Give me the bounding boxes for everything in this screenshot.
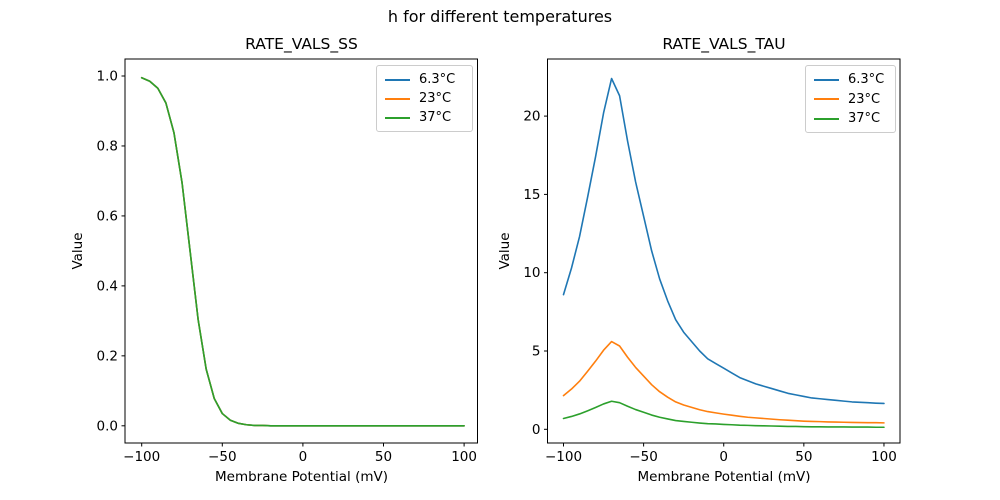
x-axis-label-ss: Membrane Potential (mV) — [214, 469, 388, 485]
legend-entry-label: 37°C — [419, 110, 452, 125]
axes-spines — [124, 58, 478, 444]
x-tick-label: 0 — [719, 449, 728, 465]
x-tick-label: 0 — [299, 449, 308, 465]
y-tick-label: 15 — [523, 187, 540, 203]
chart-title-ss: RATE_VALS_SS — [245, 35, 358, 53]
x-tick-label: −100 — [545, 449, 582, 465]
legend-entry-label: 37°C — [848, 111, 881, 126]
axes-ss: −100 −50 0 50 100 0.0 0.2 0.4 0.6 0.8 1.0 — [97, 58, 478, 465]
x-tick-label: −50 — [629, 449, 658, 465]
y-tick-label: 0.8 — [97, 138, 118, 154]
x-tick-label: −100 — [123, 449, 160, 465]
series-line-tau-37°C — [562, 400, 885, 429]
x-axis-label-tau: Membrane Potential (mV) — [637, 469, 811, 485]
legend-entry: 6.3°C — [385, 70, 464, 89]
legend-line-swatch — [385, 116, 410, 119]
legend-entry: 23°C — [385, 89, 464, 108]
y-axis-label-ss: Value — [70, 232, 86, 270]
legend-entry-label: 6.3°C — [848, 72, 885, 87]
legend-entry: 23°C — [814, 90, 887, 109]
legend-line-swatch — [814, 78, 839, 81]
legend-line-swatch — [385, 78, 410, 81]
series-line-tau-6.3°C — [562, 77, 885, 405]
axes-tau: −100 −50 0 50 100 0 5 10 15 20 — [523, 58, 901, 465]
y-tick-label: 0.4 — [97, 278, 118, 294]
chart-title-tau: RATE_VALS_TAU — [662, 35, 786, 53]
y-tick-label: 20 — [523, 109, 540, 125]
legend-ss: 6.3°C 23°C 37°C — [376, 65, 473, 132]
y-tick-label: 10 — [523, 265, 540, 281]
x-tick-label: 100 — [871, 449, 897, 465]
legend-line-swatch — [814, 117, 839, 120]
legend-entry-label: 23°C — [848, 91, 881, 107]
y-axis-label-tau: Value — [497, 232, 513, 270]
y-tick-label: 5 — [532, 344, 541, 360]
x-tick-label: 50 — [795, 449, 812, 465]
legend-tau: 6.3°C 23°C 37°C — [805, 65, 896, 133]
legend-entry: 37°C — [814, 109, 887, 128]
y-tick-label: 0.6 — [97, 208, 118, 224]
legend-entry-label: 23°C — [419, 91, 452, 106]
x-tick-label: 50 — [375, 449, 392, 465]
x-tick-label: 100 — [451, 449, 477, 465]
legend-entry: 6.3°C — [814, 70, 887, 89]
legend-line-swatch — [814, 98, 839, 100]
legend-line-swatch — [385, 97, 410, 100]
legend-entry-label: 6.3°C — [419, 72, 456, 87]
y-tick-label: 0 — [532, 422, 541, 438]
series-line-tau-23°C — [562, 340, 885, 424]
x-tick-label: −50 — [208, 449, 237, 465]
y-tick-label: 1.0 — [97, 69, 118, 85]
y-tick-label: 0.0 — [97, 418, 118, 434]
y-tick-label: 0.2 — [97, 348, 118, 364]
legend-entry: 37°C — [385, 108, 464, 127]
figure-suptitle: h for different temperatures — [387, 7, 613, 26]
series-line-ss-37°C — [140, 76, 465, 427]
